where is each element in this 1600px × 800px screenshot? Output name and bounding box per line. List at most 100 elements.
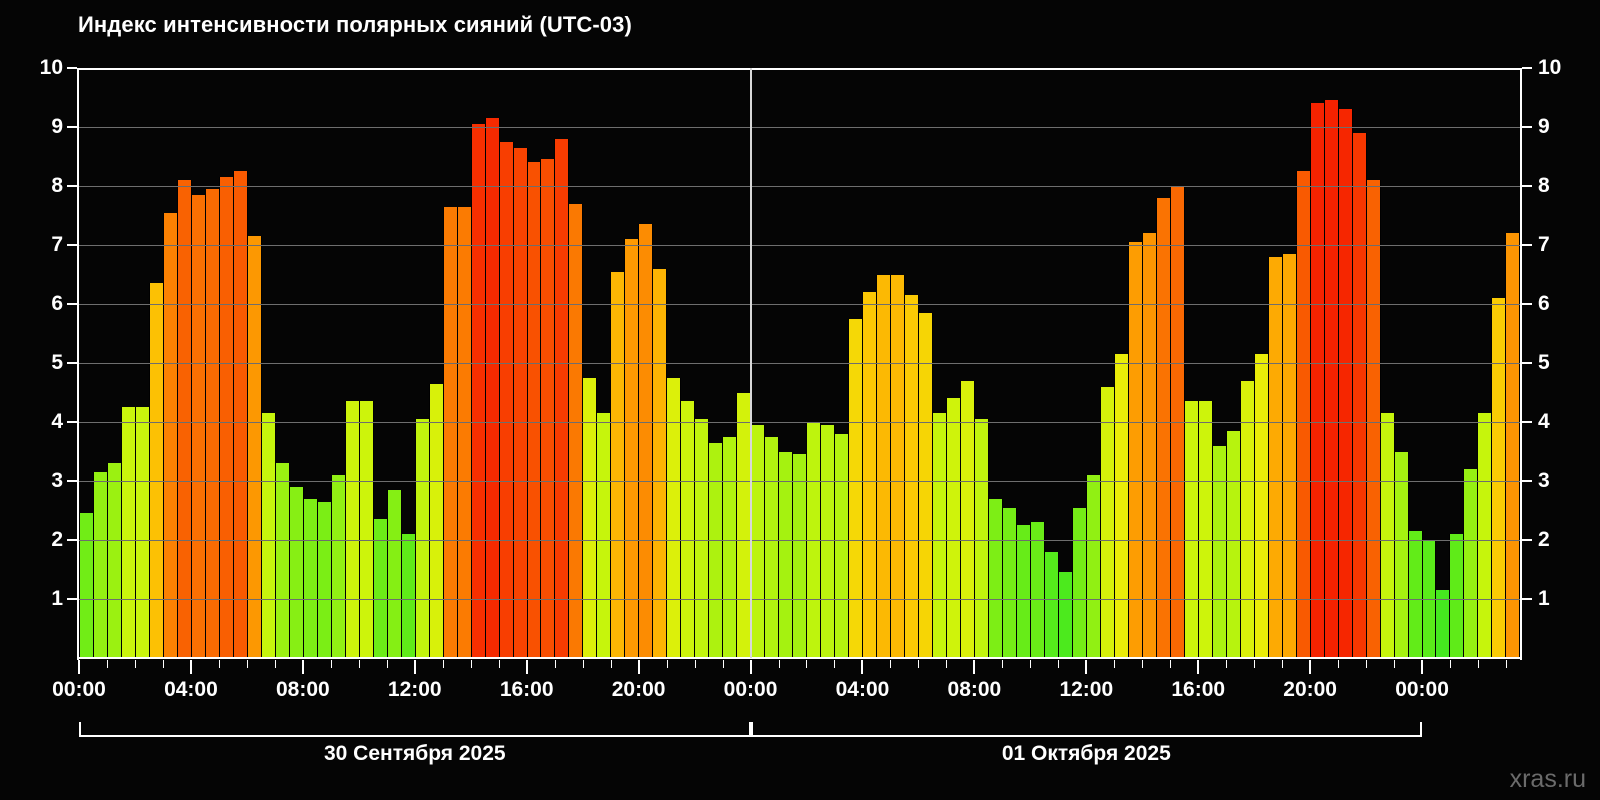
x-tick-label: 20:00 xyxy=(611,678,666,701)
bar xyxy=(1099,386,1115,658)
bar xyxy=(806,422,822,658)
bar xyxy=(834,433,850,658)
x-tick-minor xyxy=(1366,660,1368,668)
bar xyxy=(512,147,528,658)
bar xyxy=(974,419,989,658)
y-tick-label-right: 5 xyxy=(1538,351,1550,374)
y-tick-left xyxy=(67,421,77,423)
bar xyxy=(134,407,150,658)
bar xyxy=(694,419,710,658)
bar xyxy=(1491,298,1507,658)
day-divider xyxy=(749,68,752,658)
x-tick-minor xyxy=(1478,660,1480,668)
y-tick-label-left: 1 xyxy=(51,587,63,610)
x-tick-major xyxy=(637,660,640,674)
x-tick-label: 12:00 xyxy=(1059,678,1114,701)
day-bracket-line xyxy=(750,735,1423,737)
x-tick-minor xyxy=(1058,660,1060,668)
bar xyxy=(1407,531,1423,658)
bar xyxy=(820,424,836,658)
y-tick-label-left: 2 xyxy=(51,528,63,551)
x-tick-minor xyxy=(386,660,388,668)
bar xyxy=(372,519,388,658)
bar xyxy=(1253,354,1269,658)
bar xyxy=(1113,354,1129,658)
x-tick-major xyxy=(1085,660,1088,674)
bar xyxy=(79,513,94,658)
bar xyxy=(1295,171,1311,658)
bar xyxy=(722,436,738,658)
y-tick-label-right: 8 xyxy=(1538,174,1550,197)
x-tick-label: 00:00 xyxy=(52,678,106,701)
day-bracket-tick-right xyxy=(1420,722,1423,736)
x-tick-minor xyxy=(1394,660,1396,668)
x-tick-major xyxy=(78,660,80,674)
x-tick-minor xyxy=(106,660,108,668)
bar xyxy=(218,177,234,658)
bar xyxy=(1239,380,1255,658)
y-tick-left xyxy=(67,244,77,246)
bar xyxy=(1463,469,1479,658)
y-tick-right xyxy=(1522,67,1532,69)
x-tick-minor xyxy=(610,660,612,668)
x-tick-minor xyxy=(1450,660,1452,668)
bar xyxy=(484,118,500,658)
bar-series xyxy=(79,68,1521,658)
x-tick-minor xyxy=(666,660,668,668)
bar xyxy=(232,171,248,658)
bar xyxy=(1337,109,1353,658)
y-tick-right xyxy=(1522,362,1532,364)
y-tick-right xyxy=(1522,185,1532,187)
bar xyxy=(120,407,136,658)
x-tick-label: 16:00 xyxy=(1171,678,1226,701)
bar xyxy=(708,442,724,658)
y-tick-right xyxy=(1522,480,1532,482)
x-tick-label: 04:00 xyxy=(835,678,890,701)
x-tick-label: 08:00 xyxy=(947,678,1002,701)
x-tick-minor xyxy=(442,660,444,668)
bar xyxy=(946,398,962,658)
bar xyxy=(1267,256,1283,658)
y-tick-left xyxy=(67,185,77,187)
y-tick-label-right: 10 xyxy=(1538,56,1562,79)
y-tick-left xyxy=(67,67,77,69)
x-tick-major xyxy=(1309,660,1312,674)
y-tick-label-right: 3 xyxy=(1538,469,1550,492)
bar xyxy=(316,501,332,658)
y-tick-label-right: 4 xyxy=(1538,410,1550,433)
bar xyxy=(596,413,612,658)
x-tick-minor xyxy=(554,660,556,668)
bar xyxy=(960,380,975,658)
x-tick-major xyxy=(1197,660,1200,674)
x-tick-major xyxy=(525,660,528,674)
x-tick-major xyxy=(973,660,976,674)
bar xyxy=(330,475,346,658)
bar xyxy=(987,498,1003,658)
bar xyxy=(568,203,584,658)
bar xyxy=(414,419,430,658)
x-tick-minor xyxy=(1282,660,1284,668)
bar xyxy=(540,159,556,658)
bar xyxy=(1141,233,1157,658)
bar xyxy=(246,236,262,658)
x-tick-minor xyxy=(918,660,920,668)
bar xyxy=(932,413,948,658)
bar xyxy=(1393,451,1409,658)
bar xyxy=(456,206,472,658)
bar xyxy=(1197,401,1213,658)
bar xyxy=(190,194,206,658)
bar xyxy=(526,162,542,658)
bar xyxy=(1365,180,1381,658)
y-tick-label-right: 9 xyxy=(1538,115,1550,138)
bar xyxy=(148,283,164,658)
y-tick-label-left: 3 xyxy=(51,469,63,492)
bar xyxy=(1225,430,1241,658)
bar xyxy=(176,180,192,658)
x-tick-minor xyxy=(1170,660,1172,668)
bar xyxy=(918,312,934,658)
bar xyxy=(610,271,626,658)
day-bracket-tick-left xyxy=(750,722,753,736)
day-label: 01 Октября 2025 xyxy=(1001,742,1171,765)
bar xyxy=(386,489,402,658)
bar xyxy=(1309,103,1325,658)
